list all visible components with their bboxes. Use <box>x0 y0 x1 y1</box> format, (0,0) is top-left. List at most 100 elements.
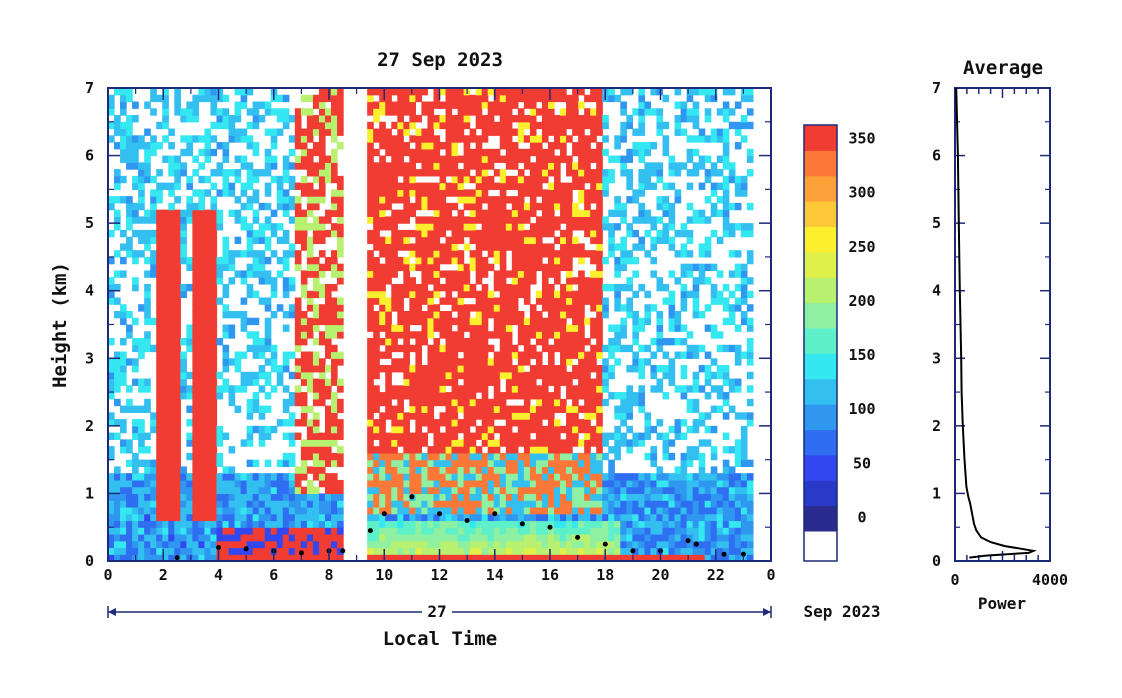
heatmap-cell <box>204 412 212 420</box>
heatmap-cell <box>204 270 212 278</box>
heatmap-cell <box>132 202 139 211</box>
heatmap-cell <box>415 506 423 515</box>
heatmap-cell <box>547 358 555 366</box>
heatmap-cell <box>126 94 133 103</box>
heatmap-cell <box>234 88 242 96</box>
heatmap-cell <box>415 189 423 197</box>
heatmap-cell <box>722 527 730 535</box>
heatmap-cell <box>138 554 145 562</box>
heatmap-cell <box>445 169 453 177</box>
heatmap-cell <box>264 459 272 467</box>
heatmap-cell <box>180 473 187 481</box>
heatmap-cell <box>457 209 465 217</box>
heatmap-cell <box>692 547 700 555</box>
heatmap-cell <box>391 419 398 427</box>
heatmap-cell <box>379 412 386 420</box>
heatmap-cell <box>318 513 326 522</box>
heatmap-cell <box>276 175 284 184</box>
heatmap-cell <box>409 263 416 272</box>
heatmap-cell <box>499 256 507 265</box>
heatmap-cell <box>505 459 513 467</box>
heatmap-cell <box>409 331 416 339</box>
heatmap-cell <box>698 277 706 285</box>
heatmap-cell <box>578 425 585 434</box>
heatmap-cell <box>716 500 724 508</box>
heatmap-cell <box>511 405 519 413</box>
heatmap-cell <box>698 533 706 542</box>
heatmap-cell <box>228 385 236 393</box>
heatmap-cell <box>457 135 465 143</box>
heatmap-cell <box>198 500 206 508</box>
heatmap-cell <box>156 419 163 427</box>
heatmap-cell <box>210 527 218 535</box>
heatmap-cell <box>337 216 344 224</box>
heatmap-cell <box>162 398 169 407</box>
heatmap-cell <box>463 493 471 501</box>
heatmap-cell <box>680 243 688 251</box>
heatmap-cell <box>547 527 555 535</box>
heatmap-cell <box>385 128 392 136</box>
heatmap-cell <box>554 405 561 413</box>
heatmap-cell <box>608 540 615 549</box>
heatmap-cell <box>698 135 706 143</box>
heatmap-cell <box>198 317 206 326</box>
heatmap-cell <box>216 506 224 515</box>
heatmap-cell <box>554 473 561 481</box>
heatmap-cell <box>710 283 718 292</box>
heatmap-cell <box>505 520 513 528</box>
heatmap-cell <box>282 277 290 285</box>
heatmap-cell <box>572 162 579 170</box>
heatmap-cell <box>692 101 700 109</box>
heatmap-cell <box>276 533 284 542</box>
heatmap-cell <box>547 101 555 109</box>
heatmap-cell <box>481 101 489 109</box>
heatmap-cell <box>656 121 664 130</box>
heatmap-cell <box>620 432 627 440</box>
heatmap-cell <box>554 338 561 346</box>
heatmap-cell <box>246 283 254 292</box>
heatmap-cell <box>499 358 507 366</box>
heatmap-cell <box>596 432 603 440</box>
heatmap-cell <box>337 500 344 508</box>
heatmap-cell <box>204 371 212 380</box>
heatmap-cell <box>270 486 278 495</box>
heatmap-cell <box>300 500 308 508</box>
heatmap-cell <box>505 142 513 150</box>
heatmap-cell <box>276 547 284 555</box>
heatmap-cell <box>445 439 453 447</box>
heatmap-cell <box>541 527 549 535</box>
heatmap-cell <box>210 533 218 542</box>
heatmap-cell <box>258 473 266 481</box>
heatmap-cell <box>270 473 278 481</box>
heatmap-cell <box>391 338 398 346</box>
heatmap-cell <box>463 486 471 495</box>
heatmap-cell <box>463 452 471 461</box>
heatmap-cell <box>566 250 573 258</box>
heatmap-cell <box>529 452 537 461</box>
heatmap-cell <box>210 135 218 143</box>
heatmap-cell <box>644 310 652 319</box>
heatmap-cell <box>415 358 423 366</box>
heatmap-cell <box>451 392 459 400</box>
heatmap-cell <box>584 486 591 495</box>
heatmap-cell <box>596 216 603 224</box>
heatmap-cell <box>180 148 187 157</box>
heatmap-cell <box>445 338 453 346</box>
heatmap-cell <box>632 351 639 359</box>
heatmap-cell <box>162 392 169 400</box>
heatmap-cell <box>578 419 585 427</box>
heatmap-cell <box>668 358 676 366</box>
heatmap-cell <box>686 331 694 339</box>
heatmap-cell <box>186 263 193 272</box>
heatmap-cell <box>162 216 169 224</box>
heatmap-cell <box>324 297 332 305</box>
heatmap-cell <box>656 283 664 292</box>
heatmap-cell <box>710 547 718 555</box>
heatmap-cell <box>174 338 181 346</box>
heatmap-cell <box>590 317 597 326</box>
heatmap-cell <box>632 533 639 542</box>
heatmap-cell <box>590 121 597 130</box>
heatmap-cell <box>451 506 459 515</box>
heatmap-cell <box>126 324 133 332</box>
heatmap-cell <box>433 256 441 265</box>
